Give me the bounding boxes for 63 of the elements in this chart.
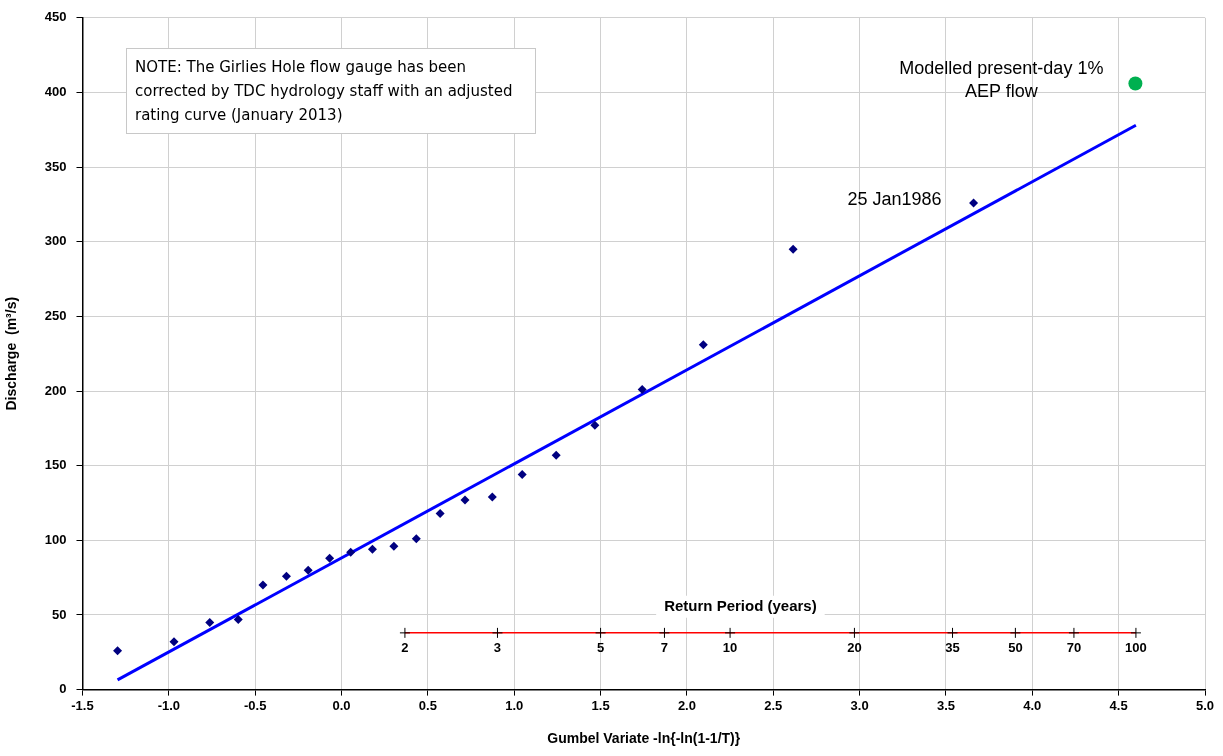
y-tick-label: 200 (44, 382, 67, 398)
point (517, 470, 527, 480)
point (637, 385, 647, 395)
x-tick-label: -0.5 (243, 697, 267, 713)
annotation: NOTE: The Girlies Hole flow gauge has been corrected by TDC hydrology staff with an adjusted rating curve (January 2013) (126, 48, 536, 134)
x-tick-label: 0.5 (418, 697, 437, 713)
y-tick-label: 0 (59, 681, 67, 697)
point (346, 547, 356, 557)
point (113, 646, 123, 656)
x-tick-label: 1.0 (505, 697, 524, 713)
point (281, 571, 291, 581)
point (303, 565, 313, 575)
annotation: 5 (596, 639, 605, 655)
y-tick-label: 150 (44, 457, 67, 473)
x-tick-label: 3.5 (936, 697, 955, 713)
point (1128, 76, 1143, 91)
point (969, 198, 979, 208)
y-tick-label: 350 (44, 158, 67, 174)
point (411, 534, 421, 544)
point (367, 544, 377, 554)
point (698, 340, 708, 350)
point (590, 420, 600, 430)
x-tick-label: 4.5 (1109, 697, 1128, 713)
annotation: 10 (722, 639, 738, 655)
annotation: 7 (660, 639, 669, 655)
point (435, 508, 445, 518)
point (233, 614, 243, 624)
annotation: 50 (1008, 639, 1023, 655)
y-tick-label: 400 (44, 84, 67, 100)
annotation: 20 (847, 639, 862, 655)
point (205, 617, 215, 627)
y-tick-label: 100 (44, 531, 67, 547)
x-axis-title: Gumbel Variate -ln{-ln(1-1/T)} (547, 730, 741, 747)
point (551, 450, 561, 460)
point (325, 553, 335, 563)
y-axis-title: Discharge (m³/s) (3, 296, 20, 411)
point (487, 492, 497, 502)
x-tick-label: -1.0 (157, 697, 181, 713)
x-tick-label: 1.5 (591, 697, 610, 713)
annotation: Modelled present-day 1% AEP flow (899, 57, 1104, 101)
annotation: 3 (493, 639, 502, 655)
x-tick-label: 4.0 (1023, 697, 1042, 713)
annotation: 70 (1066, 639, 1082, 655)
annotation: Return Period (years) (664, 597, 817, 615)
annotation: 35 (945, 639, 960, 655)
y-tick-label: 300 (44, 233, 67, 249)
x-tick-label: -1.5 (71, 697, 94, 713)
point (389, 541, 399, 551)
point (460, 495, 470, 505)
x-tick-label: 0.0 (332, 697, 351, 713)
point (258, 580, 268, 590)
y-tick-label: 50 (52, 606, 67, 622)
x-tick-label: 3.0 (850, 697, 869, 713)
y-tick-label: 450 (44, 9, 67, 25)
x-tick-label: 2.0 (677, 697, 696, 713)
annotation: 25 Jan1986 (847, 188, 942, 209)
annotation: 2 (401, 639, 409, 655)
x-tick-label: 2.5 (764, 697, 783, 713)
point (788, 244, 798, 254)
x-tick-label: 5.0 (1195, 697, 1215, 713)
point (169, 637, 179, 647)
annotation: 100 (1125, 639, 1147, 655)
y-tick-label: 250 (44, 307, 67, 323)
